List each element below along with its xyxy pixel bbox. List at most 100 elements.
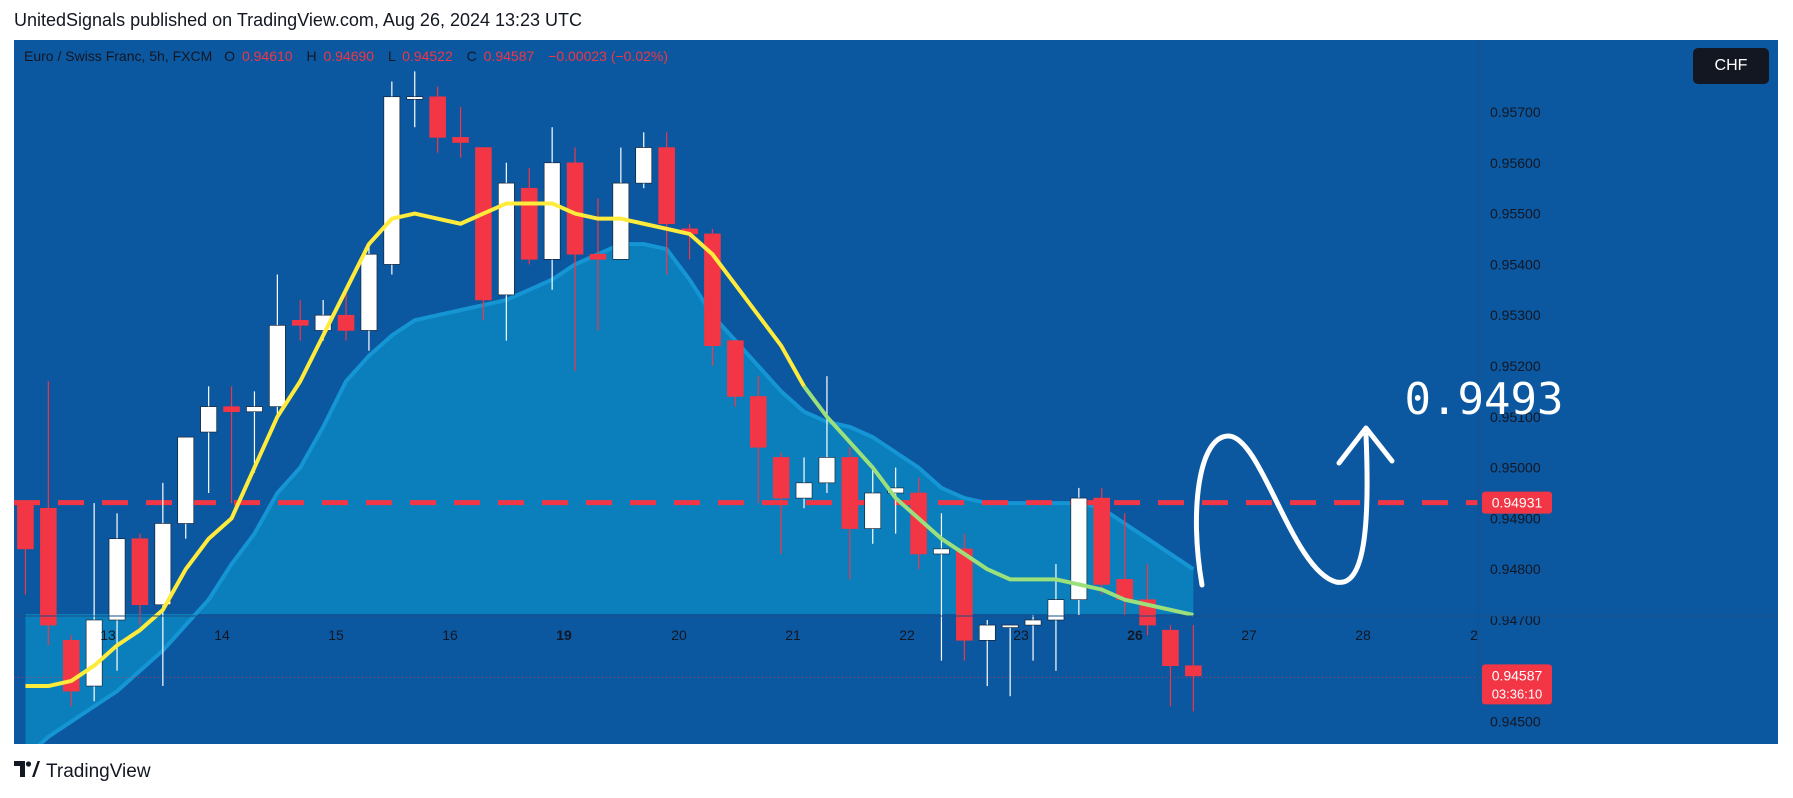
candle-body: [566, 162, 584, 255]
candle-body: [818, 457, 836, 484]
candle-up[interactable]: [1024, 614, 1042, 661]
candle-body: [337, 314, 355, 331]
candle-up[interactable]: [978, 620, 996, 687]
legend-close-label: C: [467, 48, 477, 64]
candle-up[interactable]: [177, 436, 195, 539]
candle-body: [1024, 619, 1042, 626]
level-price-badge-bg: [1482, 491, 1552, 514]
last-price-badge-text: 0.94587: [1492, 667, 1543, 683]
bar-countdown-text: 03:36:10: [1492, 686, 1543, 701]
candle-up[interactable]: [1047, 564, 1065, 671]
candle-body: [956, 548, 973, 641]
candle-body: [108, 538, 126, 621]
candle-body: [795, 482, 813, 499]
candle-up[interactable]: [818, 376, 836, 493]
footer-brand[interactable]: TradingView: [46, 760, 151, 782]
annotation-level-text[interactable]: 0.9493: [1405, 374, 1564, 425]
tradingview-logo-icon[interactable]: [14, 760, 40, 783]
candle-down[interactable]: [520, 167, 538, 265]
candle-body: [1185, 665, 1202, 677]
candle-down[interactable]: [223, 386, 240, 504]
time-axis-tick-label: 14: [214, 627, 230, 643]
candlestick-chart[interactable]: 0.945000.946000.947000.948000.949000.950…: [14, 40, 1778, 744]
candle-up[interactable]: [360, 244, 378, 351]
candle-down[interactable]: [566, 147, 584, 372]
candle-body: [1070, 497, 1088, 600]
candle-body: [772, 457, 790, 499]
candle-up[interactable]: [383, 81, 401, 275]
projection-curve-drawing[interactable]: [1193, 432, 1370, 588]
time-axis-tick-label: 20: [671, 627, 687, 643]
candle-down[interactable]: [727, 340, 744, 407]
candle-body: [933, 548, 950, 555]
candle-body: [1001, 624, 1019, 628]
candle-down[interactable]: [40, 381, 57, 646]
level-price-badge: 0.94931: [1482, 491, 1552, 514]
price-axis-tick-label: 0.95600: [1490, 155, 1541, 171]
candle-up[interactable]: [1001, 624, 1019, 697]
candle-body: [154, 523, 172, 606]
time-axis-tick-label: 22: [899, 627, 915, 643]
candle-down[interactable]: [337, 289, 355, 341]
candle-down[interactable]: [475, 147, 492, 321]
candle-body: [17, 502, 34, 550]
candle-down[interactable]: [452, 106, 469, 158]
candle-down[interactable]: [841, 447, 859, 580]
legend-low-label: L: [388, 48, 396, 64]
candle-down[interactable]: [291, 299, 309, 341]
candle-up[interactable]: [269, 274, 286, 417]
candle-up[interactable]: [406, 71, 424, 128]
time-axis-tick-label: 21: [785, 627, 801, 643]
candle-body: [177, 436, 195, 524]
arrow-up-icon: [1336, 425, 1395, 466]
candle-down[interactable]: [749, 376, 767, 504]
candle-up[interactable]: [246, 391, 263, 473]
candle-body: [1093, 497, 1111, 585]
candle-down[interactable]: [658, 132, 675, 275]
legend-open-value: 0.94610: [242, 48, 293, 64]
price-axis-tick-label: 0.95700: [1490, 104, 1541, 120]
candle-up[interactable]: [154, 482, 172, 687]
candle-body: [841, 457, 859, 529]
legend-open-label: O: [224, 48, 235, 64]
candle-body: [291, 319, 309, 326]
candle-body: [749, 396, 767, 448]
moving-average-line: [25, 201, 806, 689]
candle-down[interactable]: [429, 86, 446, 153]
candle-body: [40, 507, 57, 626]
time-axis-tick-label: 19: [556, 627, 572, 643]
chart-panel[interactable]: 0.945000.946000.947000.948000.949000.950…: [14, 40, 1778, 744]
candle-down[interactable]: [772, 452, 790, 554]
candle-up[interactable]: [200, 386, 217, 493]
candle-up[interactable]: [795, 457, 813, 509]
time-axis-tick-label: 27: [1241, 627, 1257, 643]
candle-body: [1162, 629, 1179, 667]
time-axis-tick-label: 2: [1470, 627, 1478, 643]
candle-up[interactable]: [498, 162, 515, 341]
candle-body: [475, 147, 492, 301]
candle-down[interactable]: [17, 502, 34, 595]
candle-up[interactable]: [864, 467, 882, 544]
candle-body: [978, 624, 996, 641]
footer: TradingView: [14, 760, 151, 783]
currency-button[interactable]: CHF: [1693, 48, 1769, 84]
candle-up[interactable]: [612, 147, 630, 260]
candle-up[interactable]: [1070, 487, 1088, 615]
candle-body: [269, 325, 286, 407]
candle-down[interactable]: [1185, 625, 1202, 712]
time-axis-tick-label: 28: [1355, 627, 1371, 643]
candle-down[interactable]: [131, 533, 149, 626]
candle-body: [635, 147, 653, 184]
candle-body: [658, 147, 675, 225]
price-axis-tick-label: 0.94500: [1490, 714, 1541, 730]
candle-up[interactable]: [543, 127, 561, 290]
price-axis-tick-label: 0.95200: [1490, 358, 1541, 374]
legend-symbol: Euro / Swiss Franc, 5h, FXCM: [24, 48, 212, 64]
candle-body: [429, 96, 446, 138]
price-axis-tick-label: 0.94700: [1490, 612, 1541, 628]
candle-down[interactable]: [1093, 487, 1111, 595]
time-axis-tick-label: 15: [328, 627, 344, 643]
candle-down[interactable]: [1162, 625, 1179, 707]
legend-high-label: H: [306, 48, 316, 64]
candle-up[interactable]: [635, 132, 653, 189]
